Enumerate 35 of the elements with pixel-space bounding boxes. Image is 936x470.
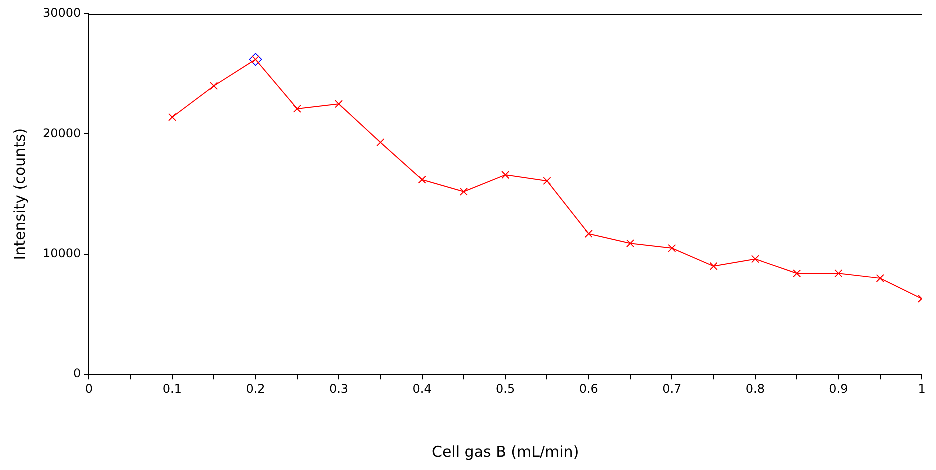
y-tick-label: 30000 bbox=[42, 6, 82, 20]
point bbox=[418, 176, 426, 184]
y-tick-label: 10000 bbox=[42, 246, 82, 261]
point bbox=[876, 274, 884, 282]
point bbox=[376, 138, 385, 147]
x-tick-label: 0.8 bbox=[746, 382, 765, 396]
point bbox=[293, 104, 302, 113]
point bbox=[502, 171, 510, 180]
point bbox=[249, 53, 262, 66]
x-tick-label: 0.5 bbox=[496, 382, 516, 396]
x-tick-label: 0.6 bbox=[579, 382, 598, 396]
point bbox=[626, 240, 635, 248]
y-tick-label: 0 bbox=[74, 366, 82, 381]
point bbox=[793, 270, 802, 278]
point bbox=[460, 188, 468, 196]
y-axis-title: Intensity (counts) bbox=[10, 128, 29, 260]
x-tick-label: 0.7 bbox=[662, 382, 682, 396]
point bbox=[543, 177, 552, 186]
x-axis-title: Cell gas B (mL/min) bbox=[432, 442, 580, 461]
x-tick-label: 1 bbox=[918, 382, 926, 396]
point bbox=[584, 230, 593, 238]
point bbox=[751, 255, 760, 264]
x-tick-label: 0.4 bbox=[412, 382, 432, 396]
y-tick-label: 20000 bbox=[42, 126, 82, 140]
x-tick-label: 0 bbox=[85, 382, 93, 396]
x-tick-label: 0.1 bbox=[162, 382, 182, 396]
x-tick-label: 0.2 bbox=[246, 382, 266, 396]
point bbox=[668, 244, 676, 252]
x-tick-label: 0.9 bbox=[829, 382, 848, 396]
x-tick-label: 0.3 bbox=[329, 382, 349, 396]
point bbox=[210, 82, 218, 90]
point bbox=[334, 100, 344, 108]
point bbox=[710, 262, 718, 270]
point bbox=[834, 270, 843, 278]
point bbox=[168, 113, 176, 122]
